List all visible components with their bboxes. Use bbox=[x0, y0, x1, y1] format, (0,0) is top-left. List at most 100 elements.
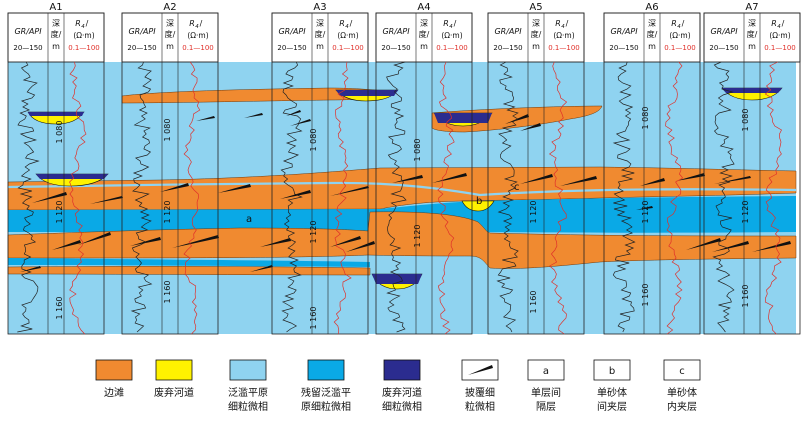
legend-swatch bbox=[593, 359, 631, 381]
depth-label: 深 bbox=[648, 19, 656, 28]
well-name: A3 bbox=[313, 2, 326, 13]
rt-label: R bbox=[75, 19, 81, 28]
depth-tick: 1 080 bbox=[163, 119, 172, 142]
gr-label: GR/API bbox=[382, 27, 410, 36]
depth-tick: 1 080 bbox=[309, 129, 318, 152]
depth-label-2: 度/ bbox=[531, 29, 542, 39]
legend-box-letter: c bbox=[679, 366, 685, 377]
well-name: A1 bbox=[49, 2, 62, 13]
legend-label: 边滩 bbox=[104, 386, 124, 399]
legend-label-2: 隔层 bbox=[536, 401, 556, 413]
rt-label: R bbox=[771, 19, 777, 28]
well-a6: A6 GR/API 20—150 深度/m R 4/ (Ω·m) 0.1—100 1 080 1 … bbox=[603, 2, 701, 335]
gr-range: 20—150 bbox=[13, 44, 42, 52]
depth-tick: 1 080 bbox=[641, 107, 650, 130]
well-a3: A3 GR/API 20—150 深度/m R 4/ (Ω·m) 0.1—100 1 080 1 … bbox=[271, 2, 369, 335]
gr-range: 20—150 bbox=[277, 44, 306, 52]
legend-swatch bbox=[155, 359, 193, 381]
depth-tick: 1 120 bbox=[641, 201, 650, 224]
well-name: A4 bbox=[417, 2, 430, 13]
legend-label: 废弃河道 bbox=[154, 386, 194, 399]
rt-subscript: 4 bbox=[777, 24, 781, 30]
legend-label: 废弃河道 bbox=[382, 386, 422, 399]
legend-swatch bbox=[307, 359, 345, 381]
legend-label-2: 间夹层 bbox=[597, 400, 627, 413]
gr-curve bbox=[17, 61, 40, 333]
gr-range: 20—150 bbox=[493, 44, 522, 52]
gr-label: GR/API bbox=[710, 27, 738, 36]
legend-swatch bbox=[229, 359, 267, 381]
rt-curve bbox=[69, 61, 87, 335]
rt-unit: (Ω·m) bbox=[553, 31, 574, 40]
rt-unit: (Ω·m) bbox=[441, 31, 462, 40]
gr-range: 20—150 bbox=[127, 44, 156, 52]
depth-unit: m bbox=[748, 42, 756, 51]
rt-subscript: 4 bbox=[345, 24, 349, 30]
well-a2: A2 GR/API 20—150 深度/m R 4/ (Ω·m) 0.1—100 1 080 1 … bbox=[121, 2, 219, 335]
legend-swatch bbox=[663, 359, 701, 381]
rt-label: R bbox=[189, 19, 195, 28]
depth-tick: 1 160 bbox=[641, 284, 650, 307]
rt-slash: / bbox=[566, 19, 569, 28]
rt-subscript: 4 bbox=[561, 24, 565, 30]
rt-subscript: 4 bbox=[195, 24, 199, 30]
gr-label: GR/API bbox=[494, 27, 522, 36]
legend-label-2: 细粒微相 bbox=[228, 400, 268, 413]
gr-label: GR/API bbox=[610, 27, 638, 36]
legend-label: 披覆细 bbox=[465, 386, 495, 399]
depth-tick: 1 120 bbox=[163, 201, 172, 224]
abandoned-channel-a3-lower bbox=[371, 273, 423, 290]
depth-label: 深 bbox=[532, 19, 540, 28]
well-name: A6 bbox=[645, 2, 658, 13]
rt-slash: / bbox=[350, 19, 353, 28]
sand-body-lower bbox=[7, 211, 797, 269]
legend-label: 单层间 bbox=[531, 386, 561, 399]
annotation-b: b bbox=[476, 196, 482, 207]
abandoned-channel-a1-upper bbox=[27, 111, 85, 125]
legend-label-2: 粒微相 bbox=[465, 400, 495, 413]
floodplain-thin-parting bbox=[7, 181, 797, 197]
legend-item-bar-edge: 边滩 bbox=[95, 359, 133, 399]
legend-label-2: 原细粒微相 bbox=[301, 400, 351, 413]
rt-curve bbox=[764, 61, 782, 335]
well-a4: A4 GR/API 20—150 深度/m R 4/ (Ω·m) 0.1—100 1 080 1 … bbox=[375, 2, 473, 335]
sand-thin-lower bbox=[7, 266, 371, 276]
legend-label: 单砂体 bbox=[667, 386, 697, 399]
gr-curve bbox=[712, 61, 735, 333]
depth-unit: m bbox=[316, 42, 324, 51]
rt-unit: (Ω·m) bbox=[669, 31, 690, 40]
gr-label: GR/API bbox=[128, 27, 156, 36]
legend-swatch bbox=[527, 359, 565, 381]
legend-swatch bbox=[383, 359, 421, 381]
rt-slash: / bbox=[200, 19, 203, 28]
rt-slash: / bbox=[454, 19, 457, 28]
rt-curve bbox=[183, 61, 201, 335]
depth-label-2: 度/ bbox=[315, 29, 326, 39]
rt-subscript: 4 bbox=[449, 24, 453, 30]
gr-range: 20—150 bbox=[381, 44, 410, 52]
depth-unit: m bbox=[648, 42, 656, 51]
rt-unit: (Ω·m) bbox=[769, 31, 790, 40]
rt-unit: (Ω·m) bbox=[187, 31, 208, 40]
legend-box-letter: a bbox=[543, 366, 549, 377]
abandoned-channel-a3 bbox=[335, 89, 399, 102]
rt-label: R bbox=[443, 19, 449, 28]
gr-curve bbox=[612, 61, 636, 333]
depth-unit: m bbox=[166, 42, 174, 51]
well-name: A7 bbox=[745, 2, 758, 13]
depth-label: 深 bbox=[420, 19, 428, 28]
gr-curve bbox=[496, 61, 519, 333]
rt-slash: / bbox=[682, 19, 685, 28]
rt-range: 0.1—100 bbox=[68, 44, 100, 52]
depth-tick: 1 120 bbox=[413, 225, 422, 248]
depth-tick: 1 080 bbox=[413, 139, 422, 162]
rt-curve bbox=[665, 61, 684, 335]
depth-tick: 1 160 bbox=[741, 285, 750, 308]
depth-unit: m bbox=[532, 42, 540, 51]
